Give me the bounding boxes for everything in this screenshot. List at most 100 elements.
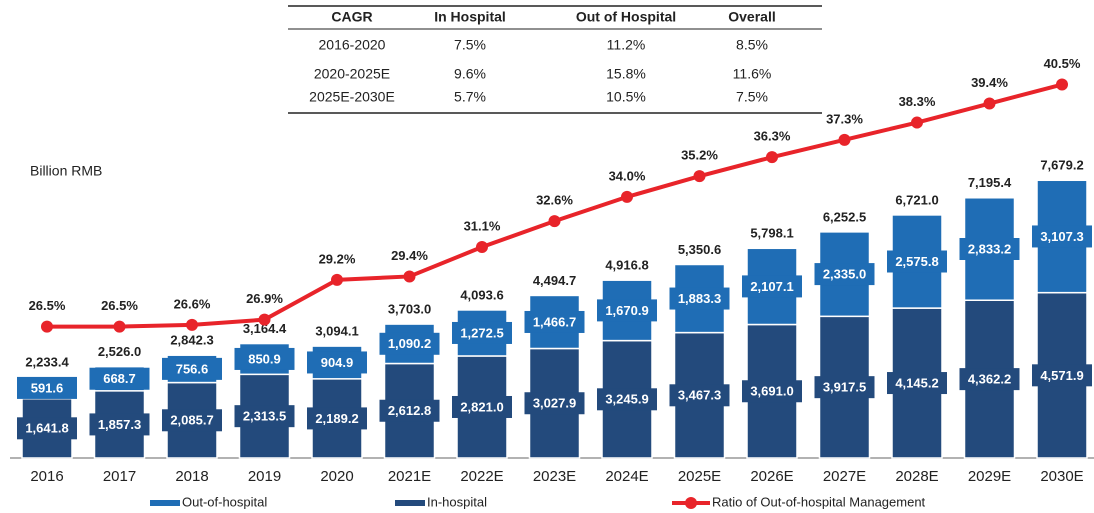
total-label: 2,842.3 — [170, 333, 213, 348]
label-box — [814, 376, 875, 399]
x-tick-label: 2024E — [605, 468, 648, 485]
ratio-label: 26.5% — [29, 298, 66, 313]
table-cell: 11.2% — [607, 37, 646, 53]
ratio-label: 26.5% — [101, 298, 138, 313]
legend-label: Out-of-hospital — [182, 494, 267, 509]
label-box — [597, 388, 657, 411]
bar-label: 904.9 — [321, 355, 354, 370]
ratio-point — [548, 215, 561, 228]
bar-label: 2,107.1 — [750, 279, 793, 294]
label-box — [524, 310, 585, 333]
bar-label: 4,145.2 — [895, 375, 938, 390]
x-tick-label: 2023E — [533, 468, 576, 485]
table-header: Out of Hospital — [576, 9, 676, 25]
ratio-point — [186, 318, 198, 331]
total-label: 7,679.2 — [1040, 158, 1083, 173]
bar-label: 1,272.5 — [460, 325, 503, 340]
table-cell: 10.5% — [606, 89, 646, 105]
ratio-point — [476, 241, 488, 254]
x-tick-label: 2021E — [388, 468, 431, 485]
x-tick-label: 2030E — [1040, 468, 1083, 485]
bar-label: 3,917.5 — [823, 380, 866, 395]
legend-swatch — [395, 500, 425, 506]
x-tick-label: 2028E — [895, 468, 938, 485]
x-tick-label: 2016 — [30, 468, 63, 485]
bar-label: 4,571.9 — [1040, 368, 1083, 383]
ratio-label: 35.2% — [681, 148, 718, 163]
x-tick-label: 2017 — [103, 468, 136, 485]
bar-label: 1,090.2 — [388, 336, 431, 351]
label-box — [887, 250, 947, 273]
legend-label: Ratio of Out-of-hospital Management — [712, 494, 926, 509]
bar-label: 4,362.2 — [968, 372, 1011, 387]
total-label: 5,798.1 — [750, 226, 793, 241]
ratio-point — [693, 170, 706, 183]
bar-label: 3,245.9 — [605, 392, 648, 407]
bar-label: 1,857.3 — [98, 417, 141, 432]
label-box — [17, 417, 77, 440]
x-tick-label: 2019 — [248, 468, 281, 485]
label-box — [887, 372, 947, 395]
ratio-point — [258, 313, 271, 326]
ratio-point — [41, 320, 53, 333]
total-label: 7,195.4 — [968, 175, 1012, 190]
x-tick-label: 2025E — [678, 468, 721, 485]
label-box — [1032, 225, 1092, 248]
ratio-label: 40.5% — [1044, 56, 1081, 71]
bar-label: 3,467.3 — [678, 388, 721, 403]
table-cell: 2025E-2030E — [309, 89, 395, 105]
table-header: Overall — [728, 9, 775, 25]
total-label: 3,164.4 — [243, 321, 287, 336]
ratio-label: 34.0% — [609, 168, 646, 183]
ratio-point — [766, 151, 778, 164]
label-box — [89, 413, 150, 436]
bar-label: 2,612.8 — [388, 403, 431, 418]
ratio-label: 36.3% — [754, 129, 791, 144]
bar-label: 2,575.8 — [895, 254, 938, 269]
x-tick-label: 2020 — [320, 468, 353, 485]
bar-label: 591.6 — [31, 380, 64, 395]
ratio-point — [911, 116, 923, 129]
label-box — [452, 395, 512, 418]
table-cell: 2020-2025E — [314, 66, 390, 82]
label-box — [524, 392, 585, 415]
label-box — [379, 399, 440, 422]
label-box — [162, 357, 222, 380]
bar-label: 668.7 — [103, 371, 136, 386]
bar-label: 1,670.9 — [605, 303, 648, 318]
total-label: 6,721.0 — [895, 192, 938, 207]
bar-label: 2,821.0 — [460, 399, 503, 414]
x-tick-label: 2027E — [823, 468, 866, 485]
total-label: 4,916.8 — [605, 258, 648, 273]
x-tick-label: 2029E — [968, 468, 1011, 485]
table-cell: 7.5% — [454, 37, 486, 53]
bar-label: 1,466.7 — [533, 314, 576, 329]
label-box — [669, 384, 730, 407]
total-label: 2,526.0 — [98, 344, 141, 359]
ratio-point — [403, 270, 416, 283]
ratio-label: 37.3% — [826, 111, 863, 126]
label-box — [597, 299, 657, 322]
label-box — [234, 347, 295, 370]
total-label: 6,252.5 — [823, 209, 866, 224]
total-label: 3,703.0 — [388, 302, 431, 317]
label-box — [234, 405, 295, 428]
label-box — [162, 409, 222, 432]
total-label: 4,494.7 — [533, 273, 576, 288]
bar-label: 3,691.0 — [750, 384, 793, 399]
label-box — [89, 367, 150, 390]
table-cell: 8.5% — [736, 37, 768, 53]
x-tick-label: 2026E — [750, 468, 793, 485]
table-header: In Hospital — [434, 9, 506, 25]
label-box — [307, 351, 367, 374]
ratio-label: 26.9% — [246, 291, 283, 306]
table-cell: 2016-2020 — [319, 37, 386, 53]
label-box — [452, 321, 512, 344]
label-box — [814, 263, 875, 286]
table-cell: 9.6% — [454, 66, 486, 82]
bar-label: 2,085.7 — [170, 413, 213, 428]
table-cell: 11.6% — [733, 66, 772, 82]
ratio-point — [621, 190, 633, 203]
legend-label: In-hospital — [427, 494, 487, 509]
